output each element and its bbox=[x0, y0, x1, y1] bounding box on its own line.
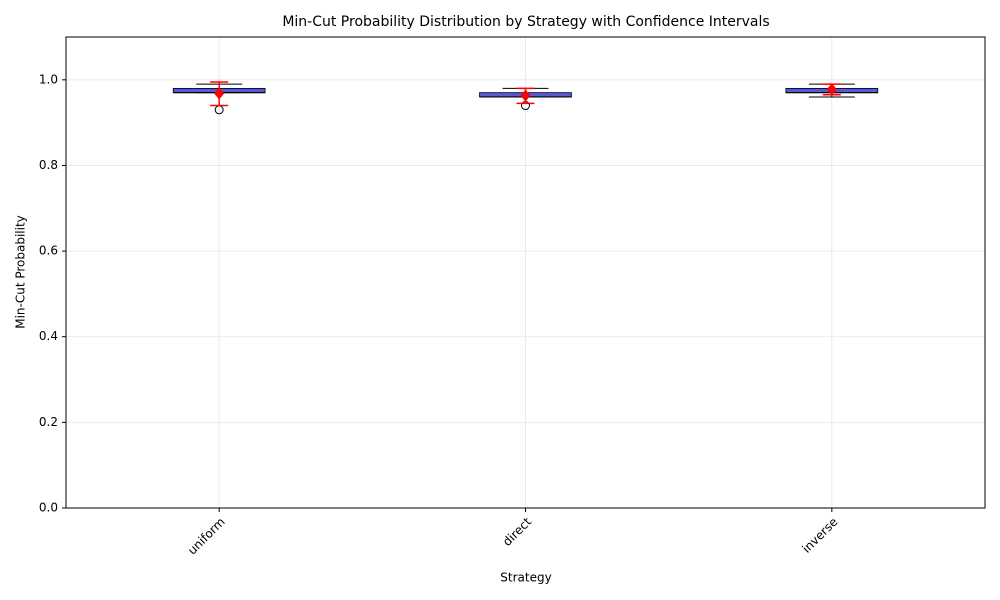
plot-frame bbox=[65, 36, 986, 509]
x-tick-label: uniform bbox=[185, 515, 228, 558]
chart-title: Min-Cut Probability Distribution by Stra… bbox=[282, 14, 769, 30]
mean-marker bbox=[214, 87, 225, 100]
x-axis-label: Strategy bbox=[500, 571, 551, 585]
mean-marker bbox=[826, 83, 837, 96]
mean-marker bbox=[520, 89, 531, 102]
y-tick-label: 0.4 bbox=[39, 329, 58, 343]
y-tick-label: 1.0 bbox=[39, 72, 58, 86]
x-tick-label: inverse bbox=[799, 515, 840, 556]
y-tick-label: 0.2 bbox=[39, 415, 58, 429]
x-tick-label: direct bbox=[500, 514, 534, 548]
y-tick-label: 0.0 bbox=[39, 501, 58, 515]
y-tick-label: 0.6 bbox=[39, 244, 58, 258]
y-axis-label: Min-Cut Probability bbox=[14, 215, 28, 329]
y-tick-label: 0.8 bbox=[39, 158, 58, 172]
